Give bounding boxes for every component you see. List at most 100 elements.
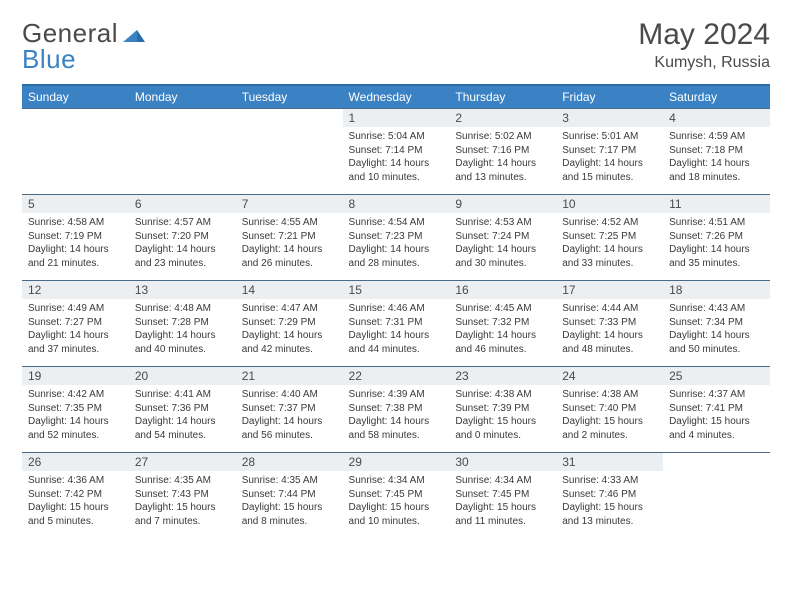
day-cell-18: 18Sunrise: 4:43 AMSunset: 7:34 PMDayligh… [663,281,770,367]
day-cell-29: 29Sunrise: 4:34 AMSunset: 7:45 PMDayligh… [343,453,450,539]
day-cell-7: 7Sunrise: 4:55 AMSunset: 7:21 PMDaylight… [236,195,343,281]
day-header-monday: Monday [129,85,236,109]
day-number: 13 [129,281,236,299]
empty-cell [22,109,129,195]
day-cell-4: 4Sunrise: 4:59 AMSunset: 7:18 PMDaylight… [663,109,770,195]
day-cell-8: 8Sunrise: 4:54 AMSunset: 7:23 PMDaylight… [343,195,450,281]
day-header-wednesday: Wednesday [343,85,450,109]
day-body: Sunrise: 4:52 AMSunset: 7:25 PMDaylight:… [556,213,663,274]
day-body: Sunrise: 4:57 AMSunset: 7:20 PMDaylight:… [129,213,236,274]
day-cell-5: 5Sunrise: 4:58 AMSunset: 7:19 PMDaylight… [22,195,129,281]
day-cell-19: 19Sunrise: 4:42 AMSunset: 7:35 PMDayligh… [22,367,129,453]
day-body: Sunrise: 4:42 AMSunset: 7:35 PMDaylight:… [22,385,129,446]
calendar-row: 1Sunrise: 5:04 AMSunset: 7:14 PMDaylight… [22,109,770,195]
calendar-row: 26Sunrise: 4:36 AMSunset: 7:42 PMDayligh… [22,453,770,539]
day-body: Sunrise: 4:47 AMSunset: 7:29 PMDaylight:… [236,299,343,360]
day-number: 3 [556,109,663,127]
day-number: 6 [129,195,236,213]
day-cell-15: 15Sunrise: 4:46 AMSunset: 7:31 PMDayligh… [343,281,450,367]
day-header-thursday: Thursday [449,85,556,109]
day-body: Sunrise: 5:04 AMSunset: 7:14 PMDaylight:… [343,127,450,188]
day-body: Sunrise: 4:39 AMSunset: 7:38 PMDaylight:… [343,385,450,446]
day-number: 5 [22,195,129,213]
day-number: 26 [22,453,129,471]
day-number: 30 [449,453,556,471]
day-body: Sunrise: 4:49 AMSunset: 7:27 PMDaylight:… [22,299,129,360]
day-body: Sunrise: 4:55 AMSunset: 7:21 PMDaylight:… [236,213,343,274]
day-number: 18 [663,281,770,299]
day-number: 14 [236,281,343,299]
day-cell-6: 6Sunrise: 4:57 AMSunset: 7:20 PMDaylight… [129,195,236,281]
day-number: 27 [129,453,236,471]
day-body: Sunrise: 4:40 AMSunset: 7:37 PMDaylight:… [236,385,343,446]
day-body: Sunrise: 4:34 AMSunset: 7:45 PMDaylight:… [343,471,450,532]
empty-cell [129,109,236,195]
calendar-row: 12Sunrise: 4:49 AMSunset: 7:27 PMDayligh… [22,281,770,367]
header: General May 2024 Kumysh, Russia [22,18,770,72]
day-number: 19 [22,367,129,385]
location: Kumysh, Russia [638,54,770,72]
day-number: 17 [556,281,663,299]
day-header-friday: Friday [556,85,663,109]
day-cell-24: 24Sunrise: 4:38 AMSunset: 7:40 PMDayligh… [556,367,663,453]
day-header-tuesday: Tuesday [236,85,343,109]
day-number: 25 [663,367,770,385]
day-cell-23: 23Sunrise: 4:38 AMSunset: 7:39 PMDayligh… [449,367,556,453]
day-cell-1: 1Sunrise: 5:04 AMSunset: 7:14 PMDaylight… [343,109,450,195]
day-cell-2: 2Sunrise: 5:02 AMSunset: 7:16 PMDaylight… [449,109,556,195]
day-body: Sunrise: 5:01 AMSunset: 7:17 PMDaylight:… [556,127,663,188]
day-body: Sunrise: 4:58 AMSunset: 7:19 PMDaylight:… [22,213,129,274]
day-number: 31 [556,453,663,471]
day-body: Sunrise: 4:45 AMSunset: 7:32 PMDaylight:… [449,299,556,360]
day-number: 7 [236,195,343,213]
calendar-row: 5Sunrise: 4:58 AMSunset: 7:19 PMDaylight… [22,195,770,281]
day-cell-11: 11Sunrise: 4:51 AMSunset: 7:26 PMDayligh… [663,195,770,281]
day-body: Sunrise: 4:48 AMSunset: 7:28 PMDaylight:… [129,299,236,360]
logo-mark-icon [123,24,145,47]
empty-cell [663,453,770,539]
day-cell-27: 27Sunrise: 4:35 AMSunset: 7:43 PMDayligh… [129,453,236,539]
calendar-body: 1Sunrise: 5:04 AMSunset: 7:14 PMDaylight… [22,109,770,539]
day-body: Sunrise: 4:35 AMSunset: 7:44 PMDaylight:… [236,471,343,532]
day-body: Sunrise: 4:38 AMSunset: 7:40 PMDaylight:… [556,385,663,446]
day-cell-28: 28Sunrise: 4:35 AMSunset: 7:44 PMDayligh… [236,453,343,539]
day-cell-10: 10Sunrise: 4:52 AMSunset: 7:25 PMDayligh… [556,195,663,281]
day-body: Sunrise: 4:51 AMSunset: 7:26 PMDaylight:… [663,213,770,274]
day-cell-21: 21Sunrise: 4:40 AMSunset: 7:37 PMDayligh… [236,367,343,453]
day-cell-30: 30Sunrise: 4:34 AMSunset: 7:45 PMDayligh… [449,453,556,539]
day-number: 24 [556,367,663,385]
day-body: Sunrise: 4:54 AMSunset: 7:23 PMDaylight:… [343,213,450,274]
logo-text-blue: Blue [22,44,76,74]
day-number: 22 [343,367,450,385]
calendar-row: 19Sunrise: 4:42 AMSunset: 7:35 PMDayligh… [22,367,770,453]
day-cell-13: 13Sunrise: 4:48 AMSunset: 7:28 PMDayligh… [129,281,236,367]
day-header-sunday: Sunday [22,85,129,109]
day-number: 21 [236,367,343,385]
day-cell-17: 17Sunrise: 4:44 AMSunset: 7:33 PMDayligh… [556,281,663,367]
day-number: 9 [449,195,556,213]
day-number: 29 [343,453,450,471]
day-cell-12: 12Sunrise: 4:49 AMSunset: 7:27 PMDayligh… [22,281,129,367]
day-body: Sunrise: 4:37 AMSunset: 7:41 PMDaylight:… [663,385,770,446]
day-number: 10 [556,195,663,213]
day-number: 4 [663,109,770,127]
day-body: Sunrise: 4:36 AMSunset: 7:42 PMDaylight:… [22,471,129,532]
day-cell-22: 22Sunrise: 4:39 AMSunset: 7:38 PMDayligh… [343,367,450,453]
title-block: May 2024 Kumysh, Russia [638,18,770,72]
day-number: 16 [449,281,556,299]
logo-line2: Blue [22,44,76,75]
day-body: Sunrise: 4:46 AMSunset: 7:31 PMDaylight:… [343,299,450,360]
day-body: Sunrise: 4:34 AMSunset: 7:45 PMDaylight:… [449,471,556,532]
day-number: 1 [343,109,450,127]
day-cell-9: 9Sunrise: 4:53 AMSunset: 7:24 PMDaylight… [449,195,556,281]
day-number: 15 [343,281,450,299]
day-cell-20: 20Sunrise: 4:41 AMSunset: 7:36 PMDayligh… [129,367,236,453]
day-cell-16: 16Sunrise: 4:45 AMSunset: 7:32 PMDayligh… [449,281,556,367]
day-body: Sunrise: 5:02 AMSunset: 7:16 PMDaylight:… [449,127,556,188]
day-number: 28 [236,453,343,471]
calendar-head: SundayMondayTuesdayWednesdayThursdayFrid… [22,85,770,109]
day-number: 2 [449,109,556,127]
day-cell-31: 31Sunrise: 4:33 AMSunset: 7:46 PMDayligh… [556,453,663,539]
day-body: Sunrise: 4:44 AMSunset: 7:33 PMDaylight:… [556,299,663,360]
day-header-saturday: Saturday [663,85,770,109]
